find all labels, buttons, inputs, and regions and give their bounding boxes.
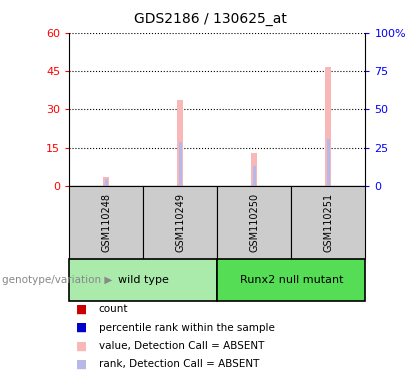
Bar	[252, 166, 256, 186]
Text: percentile rank within the sample: percentile rank within the sample	[99, 323, 275, 333]
Text: count: count	[99, 304, 128, 314]
Text: genotype/variation ▶: genotype/variation ▶	[2, 275, 113, 285]
Text: wild type: wild type	[118, 275, 169, 285]
Text: rank, Detection Call = ABSENT: rank, Detection Call = ABSENT	[99, 359, 259, 369]
Text: value, Detection Call = ABSENT: value, Detection Call = ABSENT	[99, 341, 264, 351]
Bar	[327, 139, 330, 186]
Bar	[252, 153, 257, 186]
Bar	[218, 186, 291, 259]
Text: GDS2186 / 130625_at: GDS2186 / 130625_at	[134, 12, 286, 25]
Text: GSM110248: GSM110248	[101, 193, 111, 252]
Text: GSM110251: GSM110251	[323, 193, 333, 252]
Text: ■: ■	[76, 303, 87, 316]
Bar	[178, 142, 182, 186]
Text: GSM110249: GSM110249	[175, 193, 185, 252]
Bar	[143, 186, 218, 259]
Bar	[218, 259, 365, 301]
Bar	[177, 101, 183, 186]
Text: Runx2 null mutant: Runx2 null mutant	[240, 275, 343, 285]
Text: ■: ■	[76, 358, 87, 371]
Text: GSM110250: GSM110250	[249, 193, 260, 252]
Bar	[105, 179, 108, 186]
Text: ■: ■	[76, 339, 87, 353]
Bar	[69, 186, 143, 259]
Bar	[326, 67, 331, 186]
Text: ■: ■	[76, 321, 87, 334]
Bar	[69, 259, 218, 301]
Bar	[103, 177, 109, 186]
Bar	[291, 186, 365, 259]
